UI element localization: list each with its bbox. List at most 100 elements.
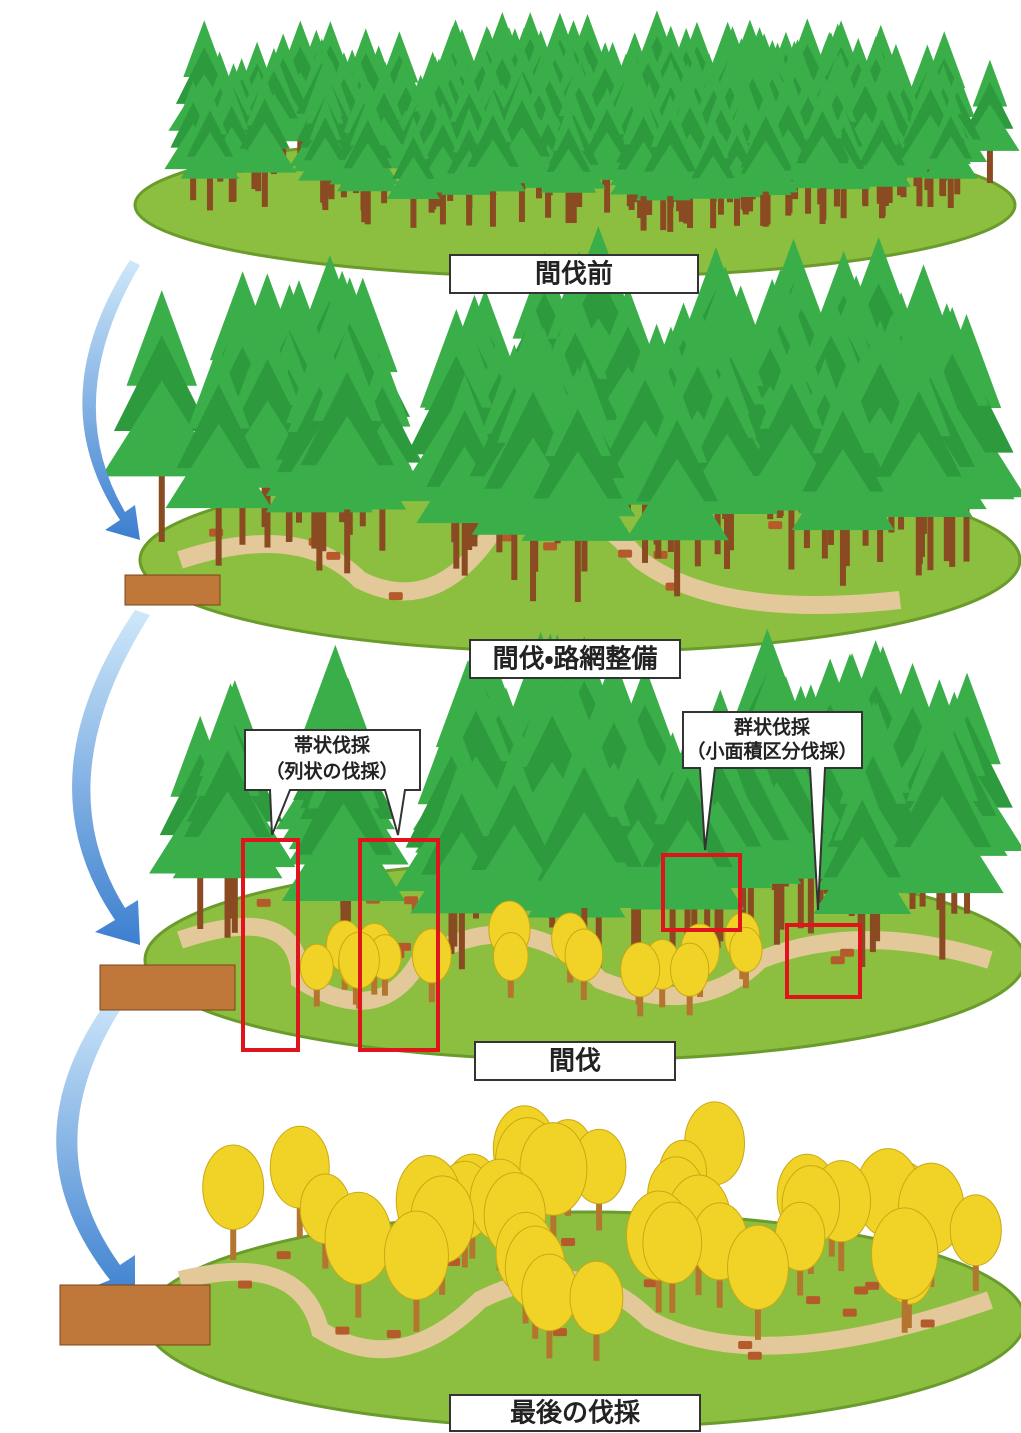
trunk — [215, 465, 222, 566]
trunk — [489, 165, 496, 227]
trunk — [355, 1260, 362, 1318]
foliage — [733, 140, 799, 192]
conifer — [180, 88, 240, 211]
arrow — [82, 260, 140, 540]
trunk — [565, 170, 572, 224]
trunk — [972, 1246, 979, 1292]
trunk — [754, 1287, 761, 1340]
stump — [768, 521, 783, 530]
foliage — [523, 812, 645, 908]
callout-subtitle: （列状の伐採） — [265, 760, 398, 783]
conifer — [288, 327, 407, 574]
labels: 間伐前 間伐・路網整備 間伐 最後の伐採 — [449, 254, 701, 1432]
trunk — [901, 1275, 908, 1333]
callout-box — [682, 711, 863, 911]
label-box — [474, 1041, 676, 1081]
broadleaf — [727, 1224, 789, 1340]
trunk — [986, 127, 993, 184]
broadleaf — [411, 928, 452, 1003]
trunk — [580, 967, 587, 1000]
stump — [335, 1326, 350, 1335]
trunk — [313, 977, 320, 1007]
broadleaf — [670, 942, 710, 1016]
conifer — [791, 371, 895, 586]
trunk — [466, 172, 473, 226]
foliage — [202, 1144, 265, 1230]
trunk — [695, 1239, 702, 1296]
callout-box — [244, 729, 421, 836]
trunk — [927, 464, 934, 571]
trunk — [340, 852, 347, 968]
trunk — [593, 1315, 600, 1361]
conifer — [540, 106, 597, 224]
conifer — [880, 703, 1004, 960]
conifer — [386, 116, 441, 228]
trunk — [581, 859, 588, 974]
stump — [806, 1296, 821, 1305]
trunk — [723, 473, 730, 569]
broadleaf — [642, 1201, 703, 1313]
foliage — [864, 431, 973, 517]
callout-title: 帯状伐採 — [294, 734, 371, 757]
trunk — [839, 489, 846, 586]
stump — [840, 948, 855, 957]
trunk — [461, 484, 468, 576]
foliage — [727, 1224, 789, 1310]
foliage — [642, 1201, 703, 1284]
conifer — [923, 95, 978, 208]
foliage — [324, 1191, 393, 1285]
trunk — [716, 1259, 723, 1308]
foliage — [729, 926, 763, 973]
stump — [256, 898, 271, 907]
conifer — [233, 74, 297, 207]
trunk — [530, 486, 537, 602]
foliage — [411, 928, 452, 984]
trunk — [797, 1252, 804, 1296]
foliage — [386, 156, 441, 199]
label-box — [449, 254, 699, 294]
trunk — [710, 177, 717, 229]
trunk — [570, 163, 577, 224]
foliage — [880, 795, 1004, 894]
stump — [865, 1281, 880, 1290]
foliage — [637, 143, 704, 197]
arrow — [72, 610, 150, 945]
foliage — [564, 928, 604, 982]
conifer — [813, 762, 912, 968]
trunk — [439, 169, 446, 225]
foliage — [233, 122, 297, 173]
foliage — [670, 942, 710, 997]
trunk — [344, 462, 351, 574]
broadleaf — [569, 1260, 624, 1361]
broadleaf — [383, 1210, 449, 1332]
stump — [618, 549, 633, 558]
trunk — [158, 428, 165, 542]
trunk — [788, 467, 795, 570]
trunk — [364, 166, 371, 225]
conifer — [521, 366, 635, 603]
stump — [543, 542, 558, 551]
cut-area — [358, 838, 440, 1052]
foliage — [540, 148, 597, 193]
trunk — [381, 967, 388, 996]
trunk — [206, 155, 213, 211]
broadleaf — [729, 926, 763, 989]
trunk — [230, 1207, 237, 1260]
trunk — [322, 159, 329, 211]
trunk — [734, 176, 741, 226]
trunk — [878, 163, 885, 219]
conifer — [625, 380, 729, 597]
trees — [101, 10, 1021, 1361]
stump — [499, 533, 514, 542]
foliage — [492, 932, 529, 981]
trunk — [507, 967, 514, 998]
label-box — [449, 1394, 701, 1432]
foliage — [521, 1253, 578, 1332]
cut-areas — [241, 838, 862, 1052]
trunk — [742, 960, 749, 989]
trunk — [840, 167, 847, 219]
foliage — [630, 819, 745, 910]
conifer — [523, 721, 645, 974]
foliage — [791, 448, 895, 531]
foliage — [871, 1207, 939, 1301]
